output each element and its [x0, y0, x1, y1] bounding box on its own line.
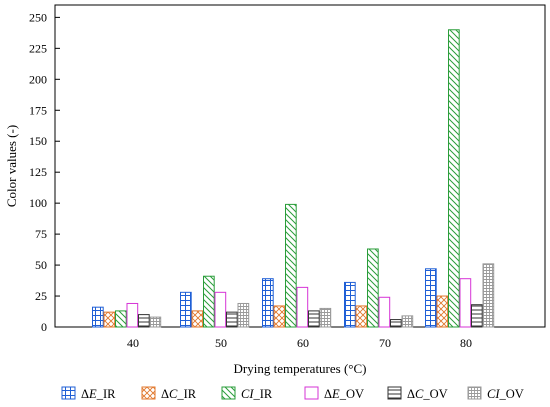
bar-ci_ov-80: [482, 263, 495, 328]
bar-de_ir-70: [344, 281, 356, 328]
legend-label-part: _OV: [499, 387, 524, 401]
legend-label-part: _IR: [176, 387, 196, 401]
bar-de_ir-50: [180, 291, 192, 328]
bar-ci_ir-40: [115, 310, 127, 328]
y-tick-label: 125: [29, 165, 47, 179]
bar-ci_ov-40: [149, 316, 162, 328]
bar-de_ir-60: [262, 278, 274, 328]
legend-label-part: CI: [241, 387, 254, 401]
x-tick-label: 60: [297, 336, 309, 350]
legend-label: ΔE_IR: [81, 387, 116, 401]
y-tick-label: 200: [29, 72, 47, 86]
legend-label: ΔC_IR: [161, 387, 197, 401]
x-tick-label: 40: [127, 336, 139, 350]
legend-label-part: C: [169, 387, 178, 401]
legend-label-part: E: [331, 387, 340, 401]
bar-de_ov-40: [126, 302, 139, 328]
bar-de_ov-80: [459, 278, 472, 328]
y-axis-title: Color values (-): [4, 125, 19, 207]
legend-label-part: CI: [487, 387, 500, 401]
bar-de_ov-60: [296, 286, 309, 328]
y-tick-label: 250: [29, 10, 47, 24]
y-tick-label: 100: [29, 196, 47, 210]
bar-dc_ir-40: [103, 311, 116, 328]
legend-label-part: _OV: [339, 387, 364, 401]
bar-dc_ir-80: [436, 295, 449, 328]
y-tick-label: 0: [41, 320, 47, 334]
bar-ci_ov-60: [319, 307, 332, 328]
legend-label-part: C: [415, 387, 424, 401]
bar-dc_ov-80: [471, 304, 483, 328]
bar-ci_ir-70: [367, 248, 379, 328]
bar-dc_ir-50: [191, 310, 204, 328]
bar-dc_ov-60: [308, 310, 320, 328]
legend-swatch: [467, 386, 482, 400]
bar-ci_ov-70: [401, 315, 414, 328]
y-tick-label: 150: [29, 134, 47, 148]
bar-ci_ir-60: [285, 203, 297, 328]
y-tick-label: 175: [29, 103, 47, 117]
y-tick-label: 25: [35, 289, 47, 303]
legend-label-part: _OV: [422, 387, 447, 401]
bar-dc_ov-70: [390, 319, 402, 328]
bar-de_ov-50: [214, 291, 227, 328]
legend-swatch: [387, 386, 402, 400]
x-tick-label: 80: [460, 336, 472, 350]
legend-label: ΔC_OV: [407, 387, 448, 401]
y-tick-label: 50: [35, 258, 47, 272]
legend-label: ΔE_OV: [324, 387, 364, 401]
legend-label: CI_IR: [241, 387, 273, 401]
y-axis: 0 25 50 75 100 125 150 175 200 225 250: [29, 10, 60, 334]
legend-label-part: Δ: [407, 387, 415, 401]
bar-dc_ov-40: [138, 314, 150, 328]
bar-de_ir-80: [425, 268, 437, 328]
bar-ci_ir-80: [448, 29, 460, 328]
bar-ci_ir-50: [203, 275, 215, 328]
legend-label-part: Δ: [324, 387, 332, 401]
legend: ΔE_IR ΔC_IR CI_IR ΔE_OV ΔC_OV CI_OV: [61, 386, 524, 401]
x-tick-label: 50: [215, 336, 227, 350]
legend-swatch: [304, 386, 319, 400]
bar-de_ov-70: [378, 296, 391, 328]
y-tick-label: 75: [35, 227, 47, 241]
x-axis-title: Drying temperatures (°C): [234, 361, 367, 376]
legend-label-part: Δ: [161, 387, 169, 401]
x-tick-label: 70: [379, 336, 391, 350]
legend-label: CI_OV: [487, 387, 524, 401]
legend-swatch: [141, 386, 156, 400]
plot-frame: [54, 4, 546, 328]
legend-swatch: [221, 386, 236, 400]
bar-de_ir-40: [92, 306, 104, 328]
legend-label-part: Δ: [81, 387, 89, 401]
legend-swatch: [61, 386, 76, 400]
legend-label-part: _IR: [96, 387, 116, 401]
bar-dc_ir-60: [273, 305, 286, 328]
bar-dc_ov-50: [226, 311, 238, 328]
legend-label-part: E: [88, 387, 97, 401]
bar-ci_ov-50: [237, 302, 250, 328]
bars: [92, 29, 495, 328]
legend-label-part: _IR: [253, 387, 273, 401]
bar-dc_ir-70: [355, 305, 368, 328]
y-tick-label: 225: [29, 41, 47, 55]
